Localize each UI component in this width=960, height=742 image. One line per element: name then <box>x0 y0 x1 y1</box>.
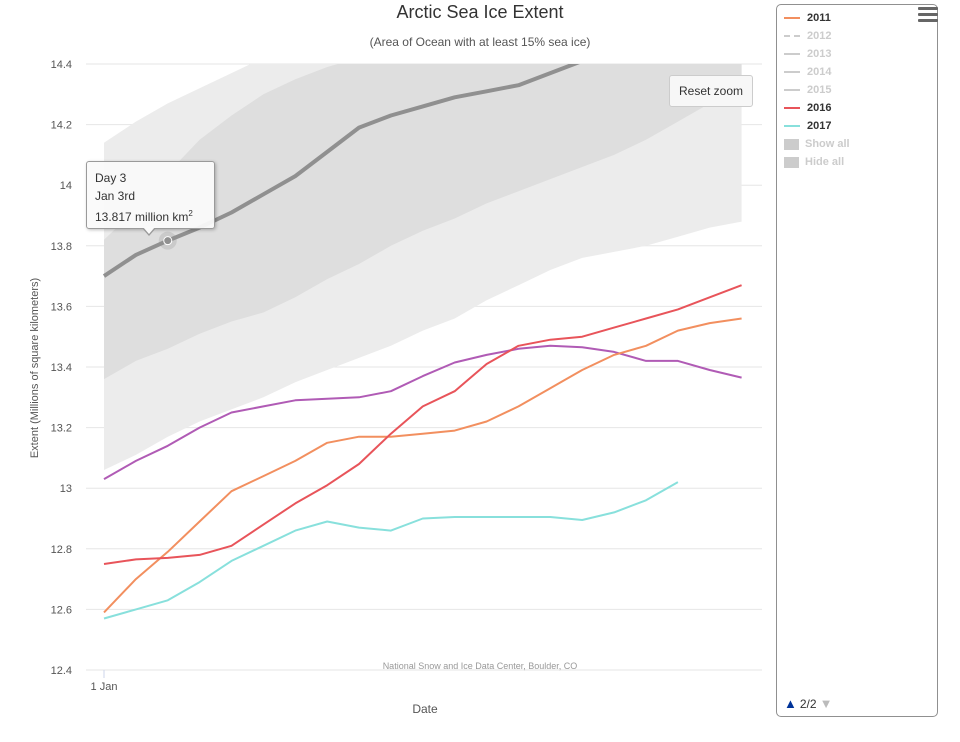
y-tick-label: 14.4 <box>51 59 72 71</box>
y-tick-label: 14 <box>60 180 72 192</box>
y-tick-label: 13.6 <box>51 301 72 313</box>
legend-label: 2016 <box>807 102 832 114</box>
range-bands <box>104 64 742 470</box>
legend-label: 2013 <box>807 48 832 60</box>
series-line-2011[interactable] <box>103 317 742 614</box>
hover-point[interactable] <box>163 236 173 246</box>
y-tick-label: 12.6 <box>51 604 72 616</box>
legend-item-hide-all[interactable]: Hide all <box>784 153 844 171</box>
legend-label: 2017 <box>807 120 832 132</box>
y-tick-label: 12.4 <box>51 665 72 677</box>
legend-label: 2012 <box>807 30 832 42</box>
y-axis-title: Extent (Millions of square kilometers) <box>29 278 41 458</box>
chart-subtitle: (Area of Ocean with at least 15% sea ice… <box>370 35 591 49</box>
tooltip-day: Day 3 <box>95 171 127 185</box>
x-axis-title: Date <box>412 702 438 716</box>
legend-item-2011[interactable]: 2011 <box>784 9 831 27</box>
menu-icon[interactable] <box>918 7 938 23</box>
reset-zoom-button[interactable]: Reset zoom <box>669 75 753 107</box>
page-down-icon[interactable]: ▼ <box>819 696 833 711</box>
series-line-2017[interactable] <box>103 481 679 620</box>
legend-panel <box>776 4 938 717</box>
legend-label: Hide all <box>805 156 845 168</box>
chart-title: Arctic Sea Ice Extent <box>396 2 563 22</box>
legend-symbol <box>784 138 799 150</box>
legend-item-2012[interactable]: 2012 <box>784 27 831 45</box>
hover-marker <box>158 231 177 250</box>
legend-item-2016[interactable]: 2016 <box>784 99 831 117</box>
legend-symbol <box>784 89 800 91</box>
x-tick-label: 1 Jan <box>91 681 118 693</box>
legend-symbol <box>784 107 800 109</box>
tooltip-date: Jan 3rd <box>95 189 136 203</box>
legend-label: 2011 <box>807 12 831 24</box>
legend-item-2013[interactable]: 2013 <box>784 45 831 63</box>
legend-item-2015[interactable]: 2015 <box>784 81 831 99</box>
legend-symbol <box>784 17 800 19</box>
legend-label: 2014 <box>807 66 832 78</box>
y-tick-label: 13.8 <box>51 241 72 253</box>
legend-symbol <box>784 71 800 73</box>
tooltip-value: 13.817 million km <box>95 210 189 224</box>
legend-item-2014[interactable]: 2014 <box>784 63 831 81</box>
legend-symbol <box>784 35 800 37</box>
legend-label: 2015 <box>807 84 832 96</box>
y-tick-label: 14.2 <box>51 120 72 132</box>
y-tick-label: 13.4 <box>51 362 72 374</box>
tooltip-unit-sup: 2 <box>188 209 193 218</box>
legend-label: Show all <box>805 138 850 150</box>
pager-text: 2/2 <box>799 696 817 711</box>
inner-range-band <box>104 64 742 380</box>
credit-text[interactable]: National Snow and Ice Data Center, Bould… <box>383 661 578 671</box>
tooltip: Day 3 Jan 3rd 13.817 million km2 <box>86 161 215 229</box>
tooltip-arrow-inner <box>143 227 155 234</box>
legend-symbol <box>784 53 800 55</box>
legend-item-2017[interactable]: 2017 <box>784 117 831 135</box>
y-tick-label: 12.8 <box>51 544 72 556</box>
axes: 12.4 12.6 12.8 13 13.2 13.4 13.6 13.8 14 14.2 14.4 <box>51 59 105 678</box>
y-tick-label: 13.2 <box>51 423 72 435</box>
legend-pager: ▲ 2/2 ▼ <box>784 696 832 711</box>
y-tick-label: 13 <box>60 483 72 495</box>
legend-item-show-all[interactable]: Show all <box>784 135 850 153</box>
legend-symbol <box>784 156 799 168</box>
tooltip-value-row: 13.817 million km2 <box>95 205 206 226</box>
series-line-2016[interactable] <box>103 284 742 565</box>
legend-symbol <box>784 125 800 127</box>
page-up-icon[interactable]: ▲ <box>784 696 797 711</box>
series-line-2012[interactable] <box>103 344 742 480</box>
